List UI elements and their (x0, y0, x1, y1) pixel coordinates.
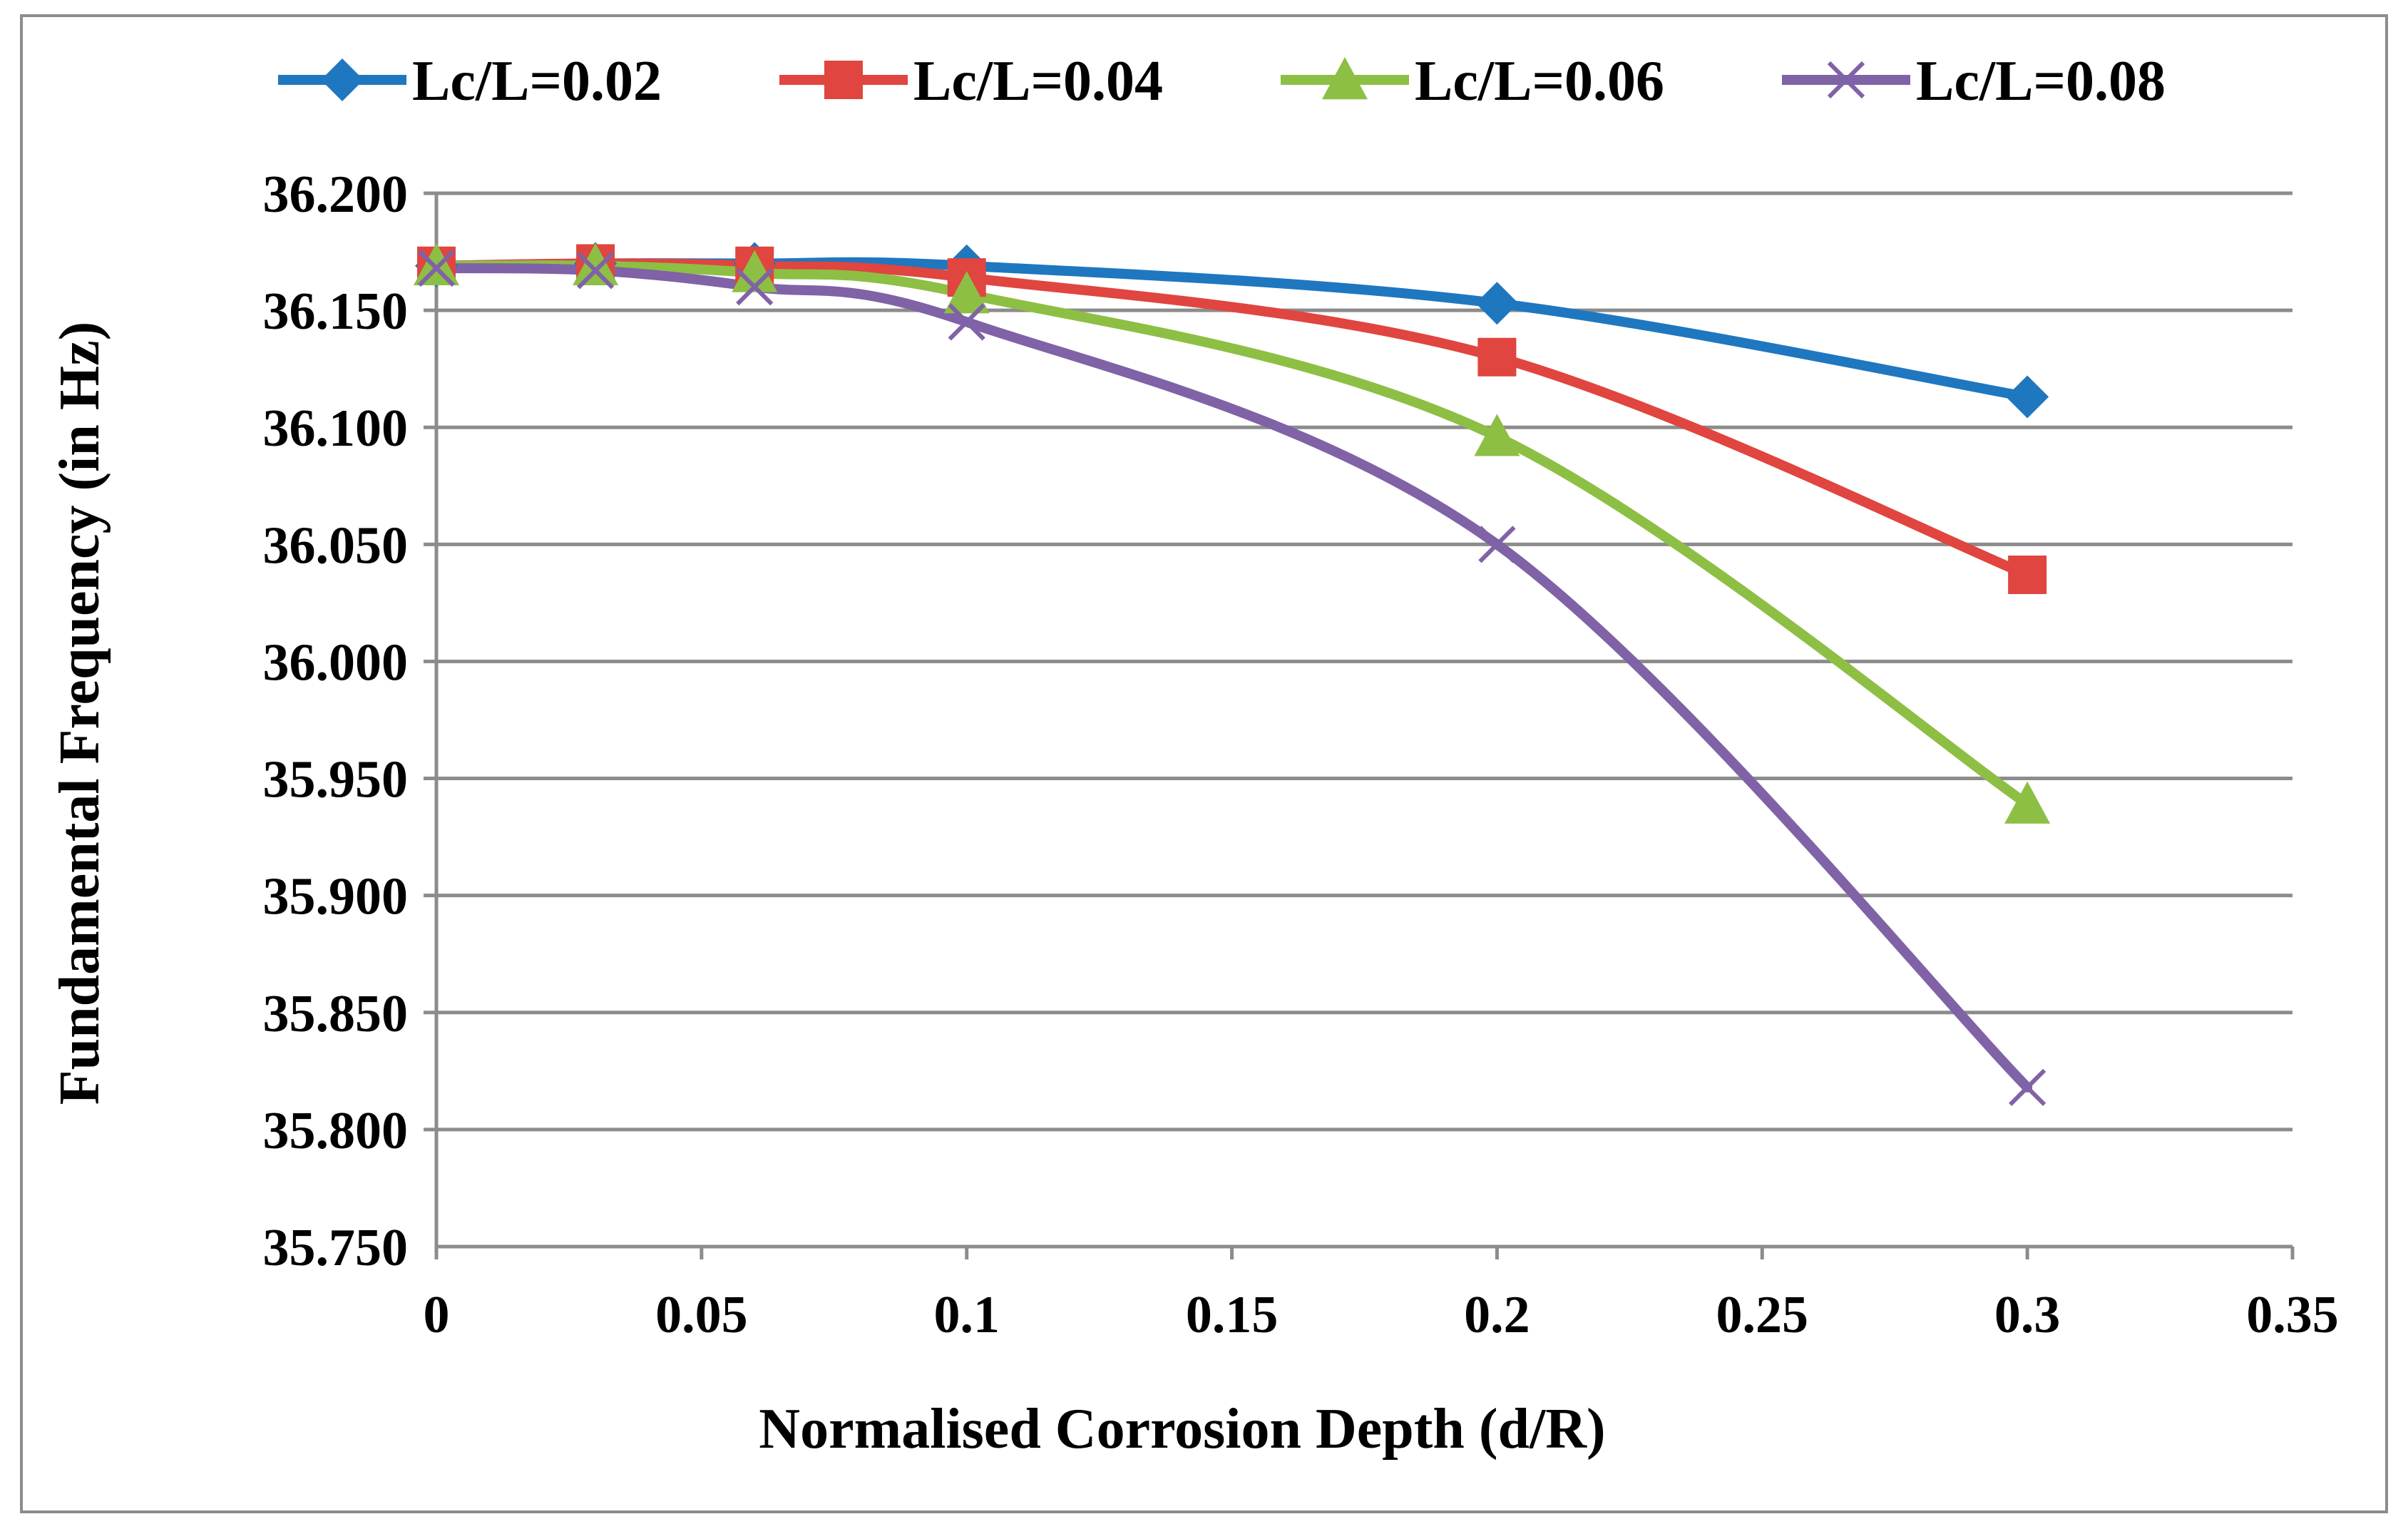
legend-item: Lc/L=0.08 (1782, 50, 2166, 113)
data-point-triangle (573, 242, 619, 285)
grid-lines (424, 191, 2292, 1132)
x-tick-label: 0.25 (1716, 1286, 1809, 1344)
y-tick-label: 36.050 (263, 516, 409, 575)
x-tick-label: 0.3 (1994, 1286, 2061, 1344)
data-point-diamond (2006, 375, 2049, 419)
x-tick-label: 0.15 (1186, 1286, 1279, 1344)
data-point-x (736, 268, 774, 306)
x-tick-label: 0.35 (2246, 1286, 2339, 1344)
data-point-x (2009, 1068, 2046, 1106)
data-point-triangle (2004, 781, 2051, 824)
legend-label: Lc/L=0.08 (1916, 50, 2166, 113)
legend-item: Lc/L=0.04 (779, 50, 1163, 113)
y-tick-label: 36.150 (263, 282, 409, 341)
legend-marker (321, 58, 364, 101)
series-line-4 (431, 263, 2033, 1093)
data-point-triangle (943, 271, 990, 314)
chart-border (20, 14, 2388, 1513)
y-tick-label: 36.000 (263, 633, 409, 692)
x-tick-labels: 0 0.05 0.1 0.15 0.2 0.25 0.3 0.35 (424, 1286, 2339, 1344)
x-tick-label: 0.05 (655, 1286, 748, 1344)
legend-label: Lc/L=0.02 (412, 50, 662, 113)
series-markers (414, 242, 2051, 1106)
legend-item: Lc/L=0.02 (278, 50, 662, 113)
data-point-square (1477, 337, 1517, 377)
y-axis-title: Fundamental Frequency (in Hz) (48, 322, 111, 1105)
y-tick-labels: 35.750 35.800 35.850 35.900 35.950 36.000 36.0… (263, 165, 409, 1277)
data-point-triangle (732, 250, 778, 292)
data-point-x (948, 303, 985, 341)
data-point-square (2008, 556, 2047, 595)
y-tick-label: 35.900 (263, 868, 409, 926)
legend-marker (1827, 61, 1865, 99)
x-tick-label: 0 (424, 1286, 450, 1344)
x-tick-label: 0.2 (1464, 1286, 1530, 1344)
y-tick-label: 35.950 (263, 751, 409, 809)
data-point-triangle (1474, 414, 1520, 456)
y-tick-label: 35.850 (263, 985, 409, 1043)
data-point-x (576, 252, 615, 290)
legend-marker (824, 61, 863, 99)
data-point-triangle (414, 242, 459, 285)
y-tick-label: 36.200 (263, 165, 409, 224)
data-point-x (417, 249, 456, 287)
y-tick-label: 36.100 (263, 399, 409, 458)
x-tick-label: 0.1 (933, 1286, 1000, 1344)
legend-marker (1322, 57, 1368, 100)
axes (434, 193, 2295, 1259)
data-point-x (1478, 526, 1516, 563)
data-point-diamond (1475, 282, 1519, 325)
legend: Lc/L=0.02 Lc/L=0.04 Lc/L=0.06 Lc/L=0.08 (278, 50, 2166, 113)
x-axis-title: Normalised Corrosion Depth (d/R) (759, 1398, 1605, 1461)
y-tick-label: 35.800 (263, 1102, 409, 1160)
y-tick-label: 35.750 (263, 1219, 409, 1277)
legend-label: Lc/L=0.06 (1415, 50, 1664, 113)
legend-label: Lc/L=0.04 (913, 50, 1163, 113)
legend-item: Lc/L=0.06 (1281, 50, 1664, 113)
